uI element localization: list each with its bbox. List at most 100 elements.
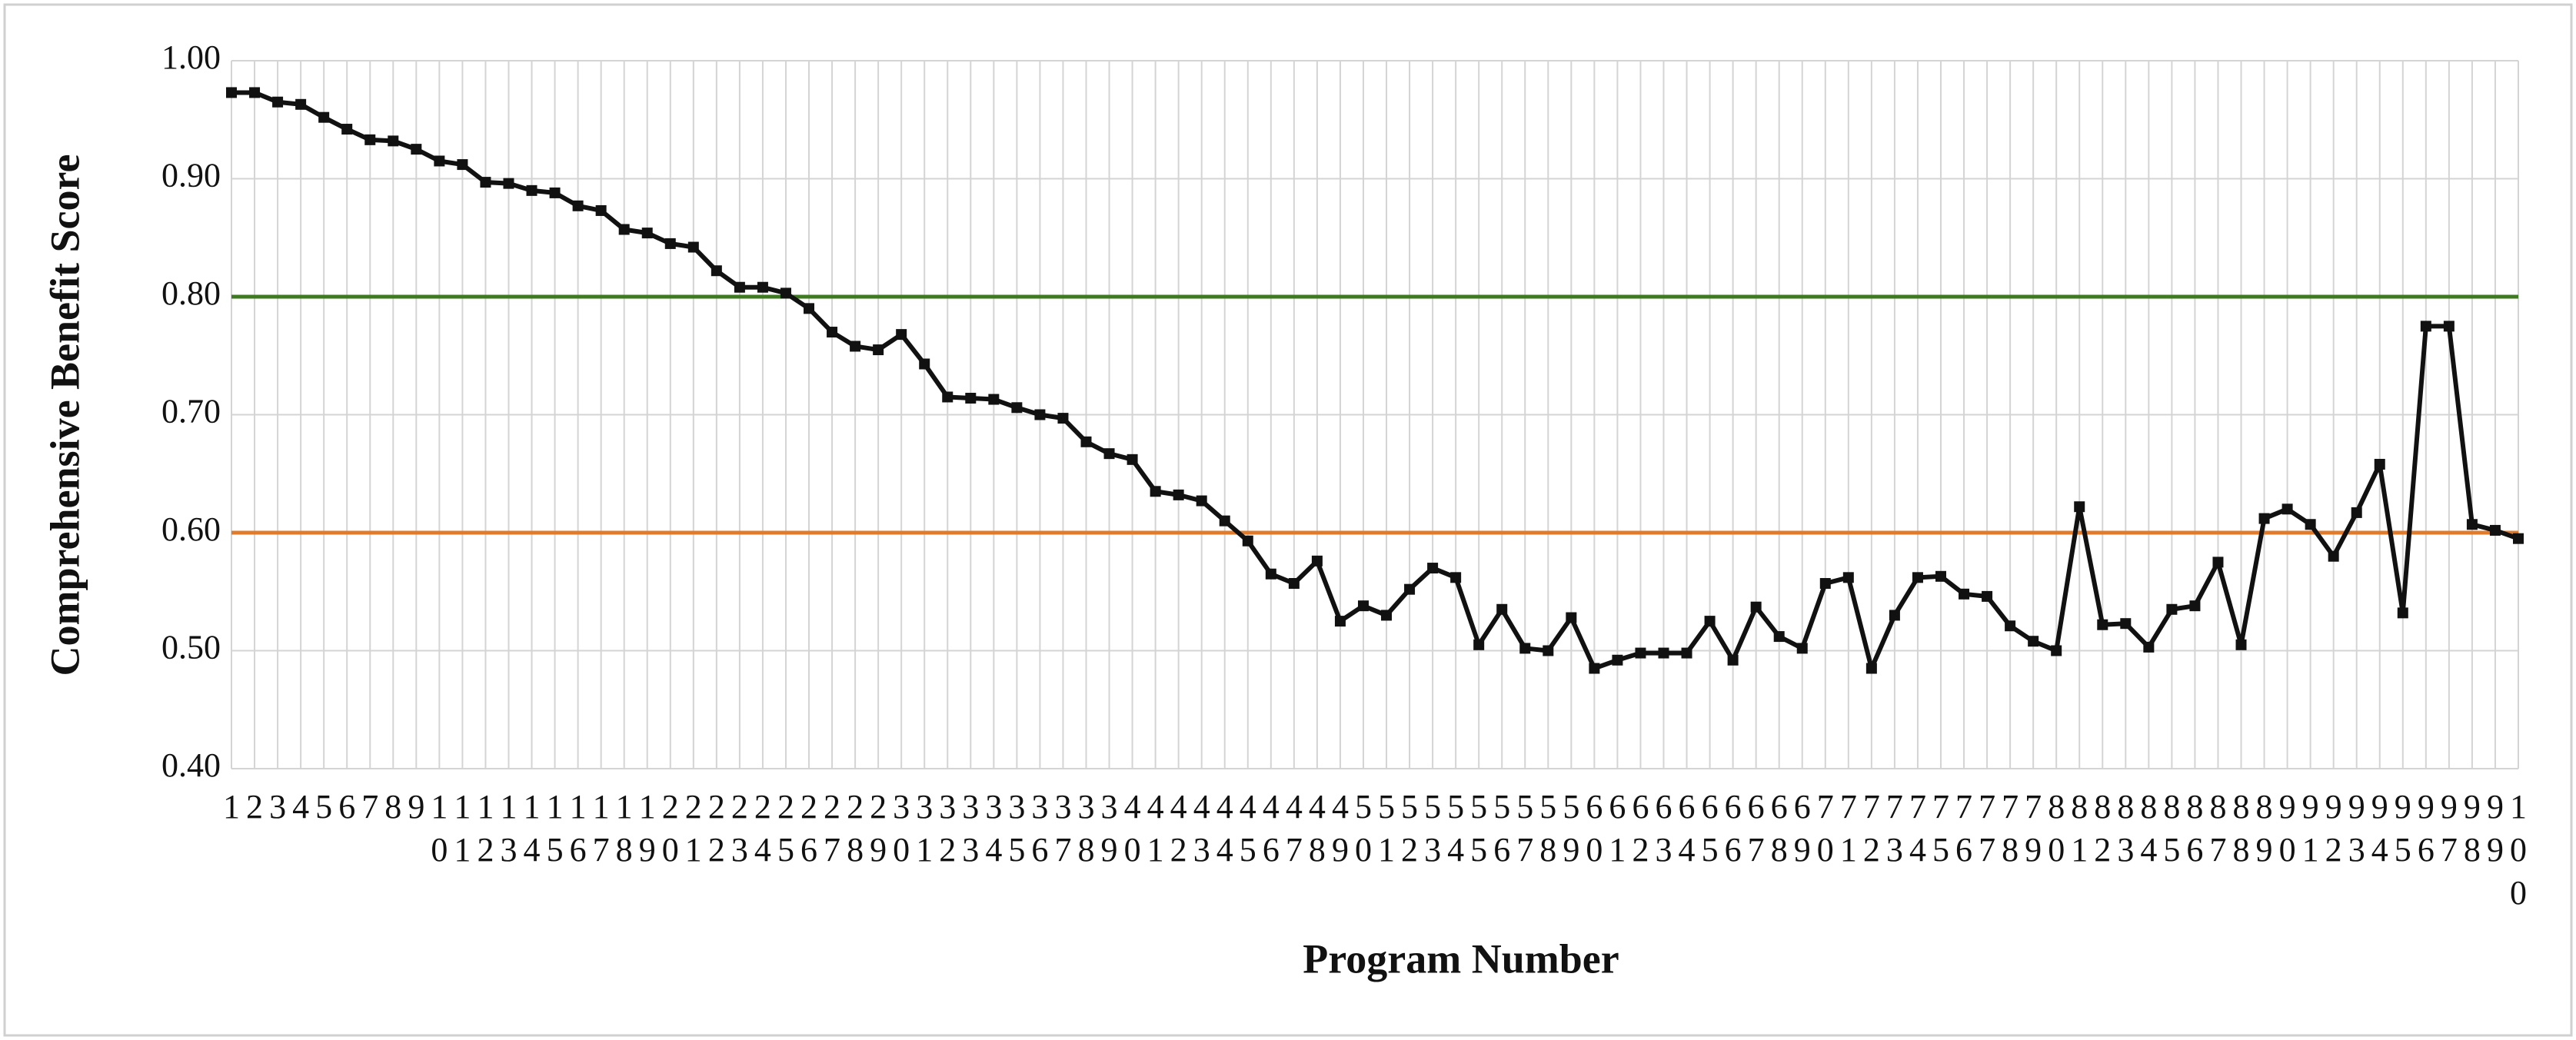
x-tick-label: 60	[1586, 788, 1603, 869]
x-tick-label: 46	[1262, 788, 1280, 869]
data-point	[2374, 458, 2385, 470]
x-tick-label: 24	[754, 788, 771, 869]
x-tick-label: 36	[1031, 788, 1049, 869]
x-tick-label: 14	[523, 788, 541, 869]
x-tick-label: 18	[615, 788, 633, 869]
x-tick-label: 93	[2348, 788, 2365, 869]
data-point	[388, 135, 399, 147]
data-point	[2328, 550, 2339, 562]
data-point	[595, 204, 607, 216]
x-tick-label: 55	[1470, 788, 1488, 869]
x-tick-label: 63	[1655, 788, 1672, 869]
x-tick-label: 65	[1701, 788, 1719, 869]
data-point	[2397, 607, 2408, 619]
data-point	[1773, 631, 1785, 643]
x-tick-label: 51	[1378, 788, 1396, 869]
x-tick-label: 48	[1308, 788, 1326, 869]
data-point	[1173, 489, 1184, 500]
x-tick-label: 56	[1493, 788, 1511, 869]
x-tick-label: 86	[2186, 788, 2204, 869]
x-tick-label: 54	[1447, 788, 1465, 869]
x-tick-label: 8	[384, 788, 402, 826]
x-tick-label: 74	[1909, 788, 1926, 869]
data-point	[1473, 639, 1485, 650]
x-tick-label: 89	[2255, 788, 2273, 869]
data-point	[1543, 645, 1554, 656]
data-point	[2513, 533, 2524, 544]
data-point	[1959, 588, 1970, 600]
x-tick-label: 27	[824, 788, 841, 869]
x-tick-label: 75	[1932, 788, 1949, 869]
data-point	[2028, 636, 2039, 647]
data-point	[549, 187, 561, 198]
data-point	[664, 238, 676, 249]
data-point	[2489, 524, 2501, 536]
x-tick-label: 90	[2278, 788, 2296, 869]
x-tick-label: 33	[962, 788, 980, 869]
x-tick-label: 34	[985, 788, 1003, 869]
x-tick-label: 73	[1885, 788, 1903, 869]
x-tick-label: 80	[2048, 788, 2065, 869]
x-tick-label: 69	[1793, 788, 1811, 869]
data-point	[2351, 507, 2362, 518]
data-point	[364, 134, 376, 145]
x-tick-label: 26	[800, 788, 817, 869]
x-tick-label: 23	[731, 788, 748, 869]
data-point	[526, 184, 537, 196]
x-tick-label: 61	[1609, 788, 1626, 869]
data-point	[1404, 583, 1416, 595]
y-tick-label: 0.80	[161, 274, 221, 312]
data-point	[919, 358, 930, 370]
data-point	[2051, 645, 2062, 656]
data-point	[1681, 647, 1692, 659]
x-tick-label: 42	[1170, 788, 1187, 869]
data-point	[1935, 570, 1946, 582]
x-tick-label: 100	[2510, 788, 2527, 912]
x-tick-label: 83	[2117, 788, 2135, 869]
x-tick-label: 82	[2094, 788, 2112, 869]
data-point	[1334, 616, 1346, 627]
x-tick-label: 50	[1354, 788, 1372, 869]
data-point	[503, 178, 514, 189]
data-point	[480, 177, 491, 188]
x-tick-label: 38	[1077, 788, 1095, 869]
x-tick-label: 9	[408, 788, 425, 826]
data-point	[2166, 603, 2178, 615]
x-tick-label: 20	[661, 788, 679, 869]
data-point	[687, 241, 699, 253]
data-point	[272, 96, 284, 108]
x-tick-label: 6	[338, 788, 356, 826]
x-tick-label: 57	[1516, 788, 1534, 869]
data-point	[2420, 321, 2431, 332]
x-tick-label: 13	[500, 788, 518, 869]
data-point	[618, 224, 630, 235]
x-tick-label: 98	[2463, 788, 2481, 869]
y-tick-label: 1.00	[161, 38, 221, 76]
x-tick-label: 16	[569, 788, 587, 869]
data-point	[1566, 612, 1577, 623]
data-point	[2189, 600, 2201, 612]
data-point	[827, 327, 838, 338]
data-point	[2235, 639, 2247, 650]
x-tick-label: 97	[2440, 788, 2458, 869]
data-point	[1057, 413, 1069, 424]
data-point	[1612, 654, 1623, 666]
data-point	[1982, 590, 1993, 602]
x-tick-label: 77	[1979, 788, 1996, 869]
x-tick-label: 35	[1008, 788, 1026, 869]
data-point	[1589, 663, 1600, 674]
data-point	[1381, 610, 1393, 621]
data-point	[1519, 643, 1531, 654]
x-tick-label: 85	[2163, 788, 2181, 869]
x-tick-label: 47	[1285, 788, 1303, 869]
x-tick-label: 68	[1770, 788, 1788, 869]
x-tick-label: 5	[315, 788, 333, 826]
data-point	[2443, 321, 2455, 332]
x-tick-label: 66	[1724, 788, 1742, 869]
x-tick-label: 91	[2301, 788, 2319, 869]
data-point	[641, 228, 653, 239]
data-point	[434, 155, 445, 167]
x-tick-label: 7	[361, 788, 379, 826]
data-point	[2143, 641, 2155, 653]
